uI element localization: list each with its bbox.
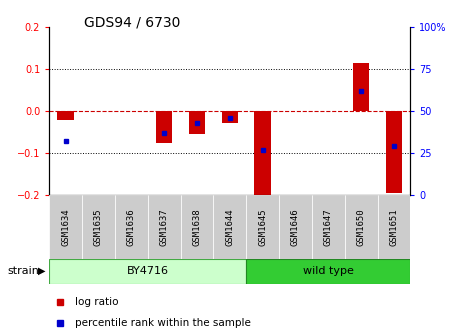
Text: GSM1651: GSM1651 <box>389 208 399 246</box>
Bar <box>246 195 279 259</box>
Bar <box>246 259 410 284</box>
Bar <box>221 111 238 124</box>
Text: GSM1638: GSM1638 <box>192 208 202 246</box>
Bar <box>386 111 402 193</box>
Bar <box>148 195 181 259</box>
Text: log ratio: log ratio <box>75 297 118 307</box>
Text: strain: strain <box>7 266 39 276</box>
Bar <box>353 62 369 111</box>
Text: BY4716: BY4716 <box>127 266 169 276</box>
Bar <box>345 195 378 259</box>
Text: GSM1636: GSM1636 <box>127 208 136 246</box>
Bar <box>189 111 205 134</box>
Text: wild type: wild type <box>303 266 354 276</box>
Bar <box>213 195 246 259</box>
Text: GSM1637: GSM1637 <box>159 208 169 246</box>
Bar <box>279 195 312 259</box>
Text: GSM1635: GSM1635 <box>94 208 103 246</box>
Text: ▶: ▶ <box>38 266 46 276</box>
Bar <box>57 111 74 120</box>
Text: GSM1634: GSM1634 <box>61 208 70 246</box>
Text: percentile rank within the sample: percentile rank within the sample <box>75 318 250 328</box>
Bar <box>312 195 345 259</box>
Bar <box>49 195 82 259</box>
Bar <box>82 195 115 259</box>
Bar <box>49 259 246 284</box>
Text: GSM1646: GSM1646 <box>291 208 300 246</box>
Text: GSM1644: GSM1644 <box>225 208 234 246</box>
Bar <box>254 111 271 197</box>
Text: GSM1650: GSM1650 <box>356 208 366 246</box>
Text: GSM1647: GSM1647 <box>324 208 333 246</box>
Text: GSM1645: GSM1645 <box>258 208 267 246</box>
Bar <box>181 195 213 259</box>
Text: GDS94 / 6730: GDS94 / 6730 <box>84 15 181 29</box>
Bar <box>156 111 172 143</box>
Bar <box>378 195 410 259</box>
Bar <box>115 195 148 259</box>
